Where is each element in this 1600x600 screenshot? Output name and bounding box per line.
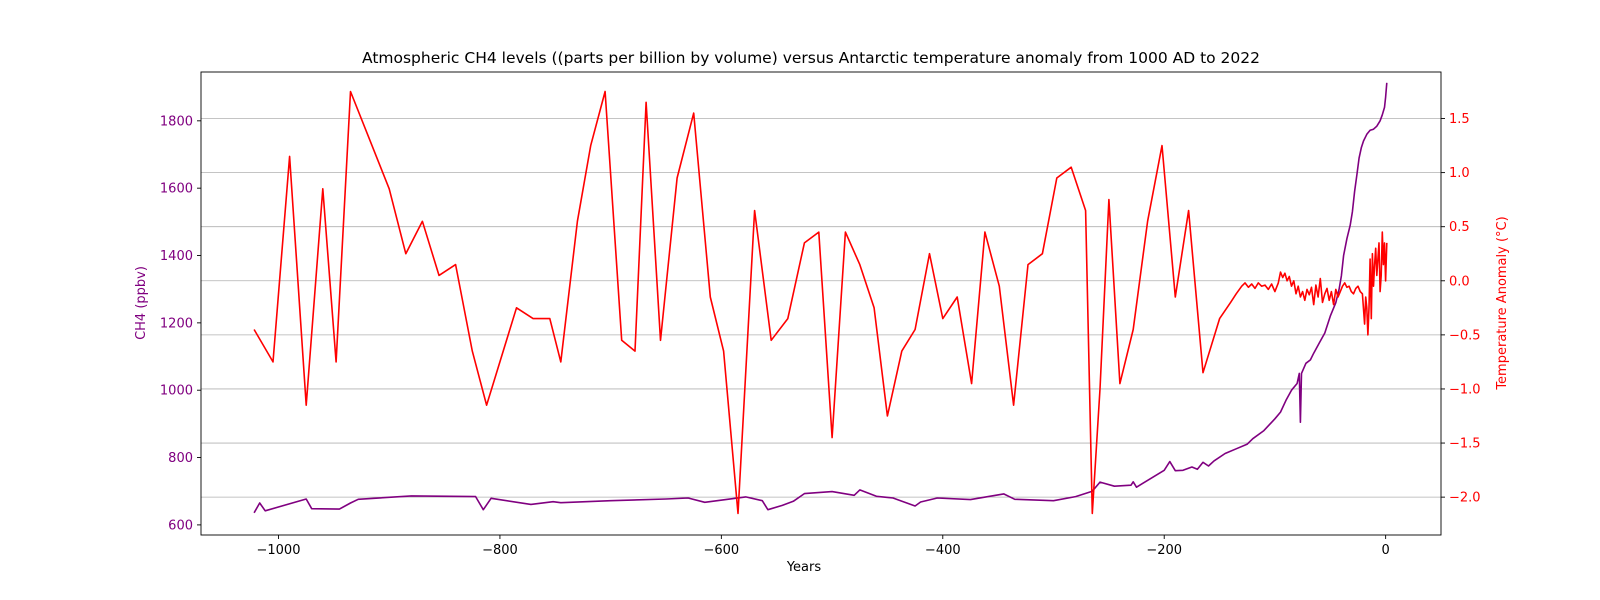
y-left-tick-label: 1600 [160, 182, 193, 197]
plot-frame [200, 71, 1442, 536]
x-tick-label: −200 [1146, 543, 1182, 558]
y-right-tick-label: −1.5 [1449, 437, 1481, 452]
x-tick-label: 0 [1382, 543, 1390, 558]
y-axis-left-title: CH4 (ppbv) [134, 266, 149, 340]
ch4-line [253, 82, 1388, 514]
y-left-tick-label: 600 [168, 518, 193, 533]
y-left-tick-label: 1400 [160, 249, 193, 264]
temperature-line [253, 90, 1388, 515]
chart-title: Atmospheric CH4 levels ((parts per billi… [362, 49, 1260, 67]
y-right-tick-label: 0.5 [1449, 220, 1470, 235]
x-tick-label: −1000 [257, 543, 301, 558]
x-axis-title: Years [786, 560, 822, 575]
y-right-tick-label: 1.5 [1449, 112, 1470, 127]
y-left-tick-label: 1200 [160, 316, 193, 331]
y-right-tick-label: −1.0 [1449, 382, 1481, 397]
series-group [253, 82, 1388, 515]
axes-group: −1000 −800 −600 −400 −200 0 600 800 1000 1200 1400… [160, 71, 1481, 558]
y-axis-right-title: Temperature Anomaly (°C) [1495, 216, 1510, 390]
x-tick-label: −600 [703, 543, 739, 558]
y-right-tick-label: −0.5 [1449, 328, 1481, 343]
y-left-tick-label: 1800 [160, 114, 193, 129]
x-tick-label: −400 [925, 543, 961, 558]
y-left-tick-label: 1000 [160, 384, 193, 399]
x-tick-label: −800 [482, 543, 518, 558]
y-right-tick-label: 0.0 [1449, 274, 1470, 289]
y-right-tick-label: 1.0 [1449, 166, 1470, 181]
grid-lines [201, 118, 1441, 498]
y-right-tick-label: −2.0 [1449, 491, 1481, 506]
y-left-tick-label: 800 [168, 451, 193, 466]
